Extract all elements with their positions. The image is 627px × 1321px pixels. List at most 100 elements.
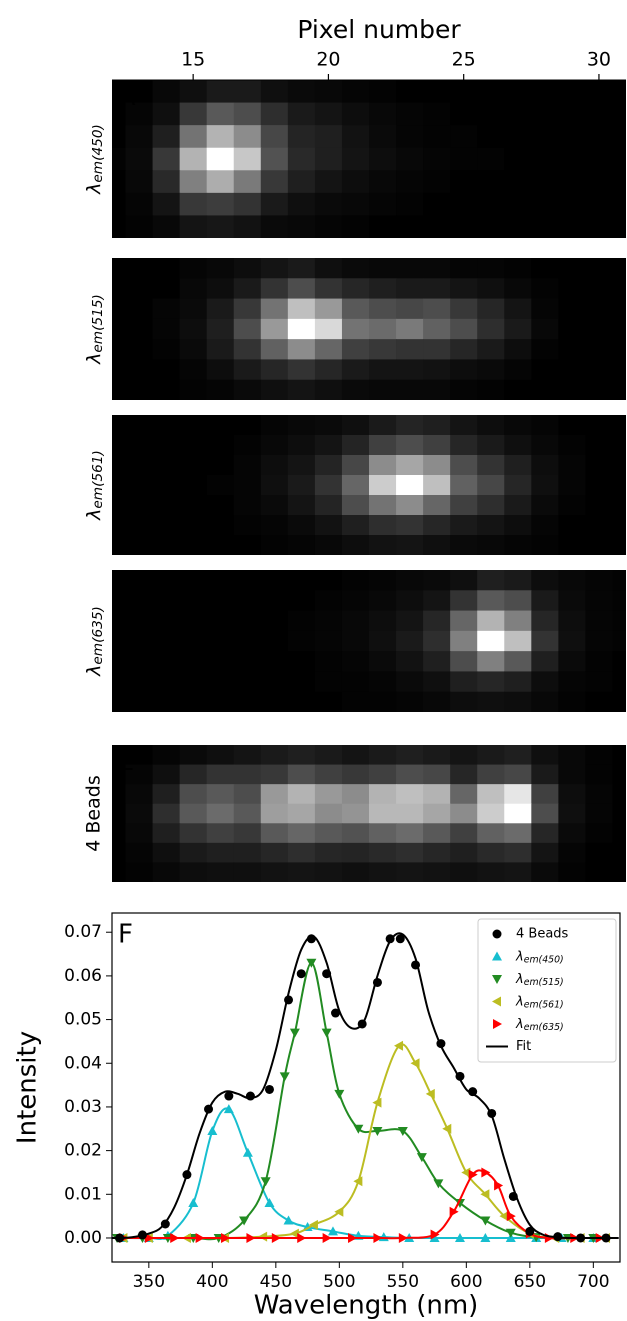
heatmap-cell [234, 590, 262, 611]
heatmap-cell [315, 843, 343, 863]
heatmap-cell [342, 651, 370, 672]
data-point [322, 969, 331, 978]
heatmap-cell [531, 570, 559, 591]
heatmap-cell [261, 339, 289, 360]
heatmap-cell [342, 611, 370, 632]
heatmap-cell [234, 359, 262, 380]
heatmap-cell [261, 590, 289, 611]
heatmap-cell [585, 319, 613, 340]
heatmap-cell [288, 278, 316, 299]
heatmap-cell [234, 148, 262, 171]
heatmap-cell [288, 380, 316, 401]
heatmap-cell [153, 611, 181, 632]
heatmap-cell [585, 611, 613, 632]
heatmap-cell [450, 435, 478, 456]
heatmap-cell [207, 495, 235, 516]
heatmap-cell [423, 671, 451, 692]
heatmap-cell [234, 495, 262, 516]
heatmap-cell [288, 495, 316, 516]
heatmap-cell [369, 319, 397, 340]
heatmap-cell [477, 380, 505, 401]
heatmap-cell [450, 299, 478, 320]
heatmap-cell [450, 215, 478, 238]
heatmap-cell [423, 148, 451, 171]
heatmap-cell [558, 692, 586, 713]
heatmap-cell [504, 435, 532, 456]
heatmap-cell [207, 631, 235, 652]
heatmap-cell [315, 258, 343, 279]
heatmap-cell [369, 359, 397, 380]
heatmap-cell [288, 671, 316, 692]
heatmap-cell [531, 692, 559, 713]
heatmap-cell [315, 170, 343, 193]
heatmap-cell [315, 299, 343, 320]
heatmap-cell [288, 862, 316, 882]
y-tick-label: 0.06 [64, 966, 102, 986]
heatmap-cell [450, 359, 478, 380]
heatmap-cell [261, 651, 289, 672]
heatmap-cell [423, 435, 451, 456]
heatmap-cell [396, 745, 424, 765]
heatmap-cell [315, 415, 343, 436]
heatmap-cell [207, 823, 235, 843]
heatmap-cell [180, 193, 208, 216]
heatmap-cell [531, 535, 559, 556]
heatmap-cell [423, 170, 451, 193]
heatmap-cell [396, 170, 424, 193]
heatmap-cell [126, 631, 154, 652]
heatmap-cell [585, 193, 613, 216]
heatmap-cell [369, 380, 397, 401]
heatmap-cell [450, 495, 478, 516]
heatmap-cell [423, 590, 451, 611]
heatmap-cell [531, 193, 559, 216]
heatmap-cell [450, 339, 478, 360]
heatmap-cell [531, 495, 559, 516]
heatmap-cell [261, 170, 289, 193]
heatmap-cell [369, 170, 397, 193]
heatmap-cell [207, 515, 235, 536]
heatmap-cell [98, 692, 126, 713]
x-tick-label: 25 [452, 49, 476, 71]
heatmap-cell [288, 170, 316, 193]
heatmap-cell [612, 692, 627, 713]
heatmap-cell [558, 475, 586, 496]
heatmap-cell [288, 455, 316, 476]
data-point [204, 1105, 213, 1114]
heatmap-cell [558, 651, 586, 672]
heatmap-cell [342, 278, 370, 299]
heatmap-cell [288, 80, 316, 103]
heatmap-cell [504, 745, 532, 765]
heatmap-cell [369, 455, 397, 476]
heatmap-cell [531, 170, 559, 193]
heatmap-cell [153, 570, 181, 591]
heatmap-cell [585, 415, 613, 436]
heatmap-cell [315, 359, 343, 380]
heatmap-cell [288, 692, 316, 713]
heatmap-cell [288, 784, 316, 804]
heatmap-cell [207, 299, 235, 320]
heatmap-cell [180, 435, 208, 456]
heatmap-cell [153, 148, 181, 171]
heatmap-cell [396, 570, 424, 591]
heatmap-cell [180, 415, 208, 436]
heatmap-cell [504, 765, 532, 785]
heatmap-cell [288, 823, 316, 843]
heatmap-cell [126, 862, 154, 882]
heatmap-cell [207, 590, 235, 611]
heatmap-cell [261, 692, 289, 713]
heatmap-cell [531, 862, 559, 882]
heatmap-cell [207, 843, 235, 863]
heatmap-cell [180, 535, 208, 556]
heatmap-cell [288, 515, 316, 536]
heatmap-cell [558, 631, 586, 652]
heatmap-cell [612, 170, 627, 193]
heatmap-cell [207, 455, 235, 476]
heatmap-cell [423, 475, 451, 496]
heatmap-cell [612, 148, 627, 171]
heatmap-cell [315, 823, 343, 843]
heatmap-cell [558, 435, 586, 456]
heatmap-cell [450, 765, 478, 785]
heatmap-cell [315, 692, 343, 713]
heatmap-cell [585, 80, 613, 103]
heatmap-cell [207, 784, 235, 804]
